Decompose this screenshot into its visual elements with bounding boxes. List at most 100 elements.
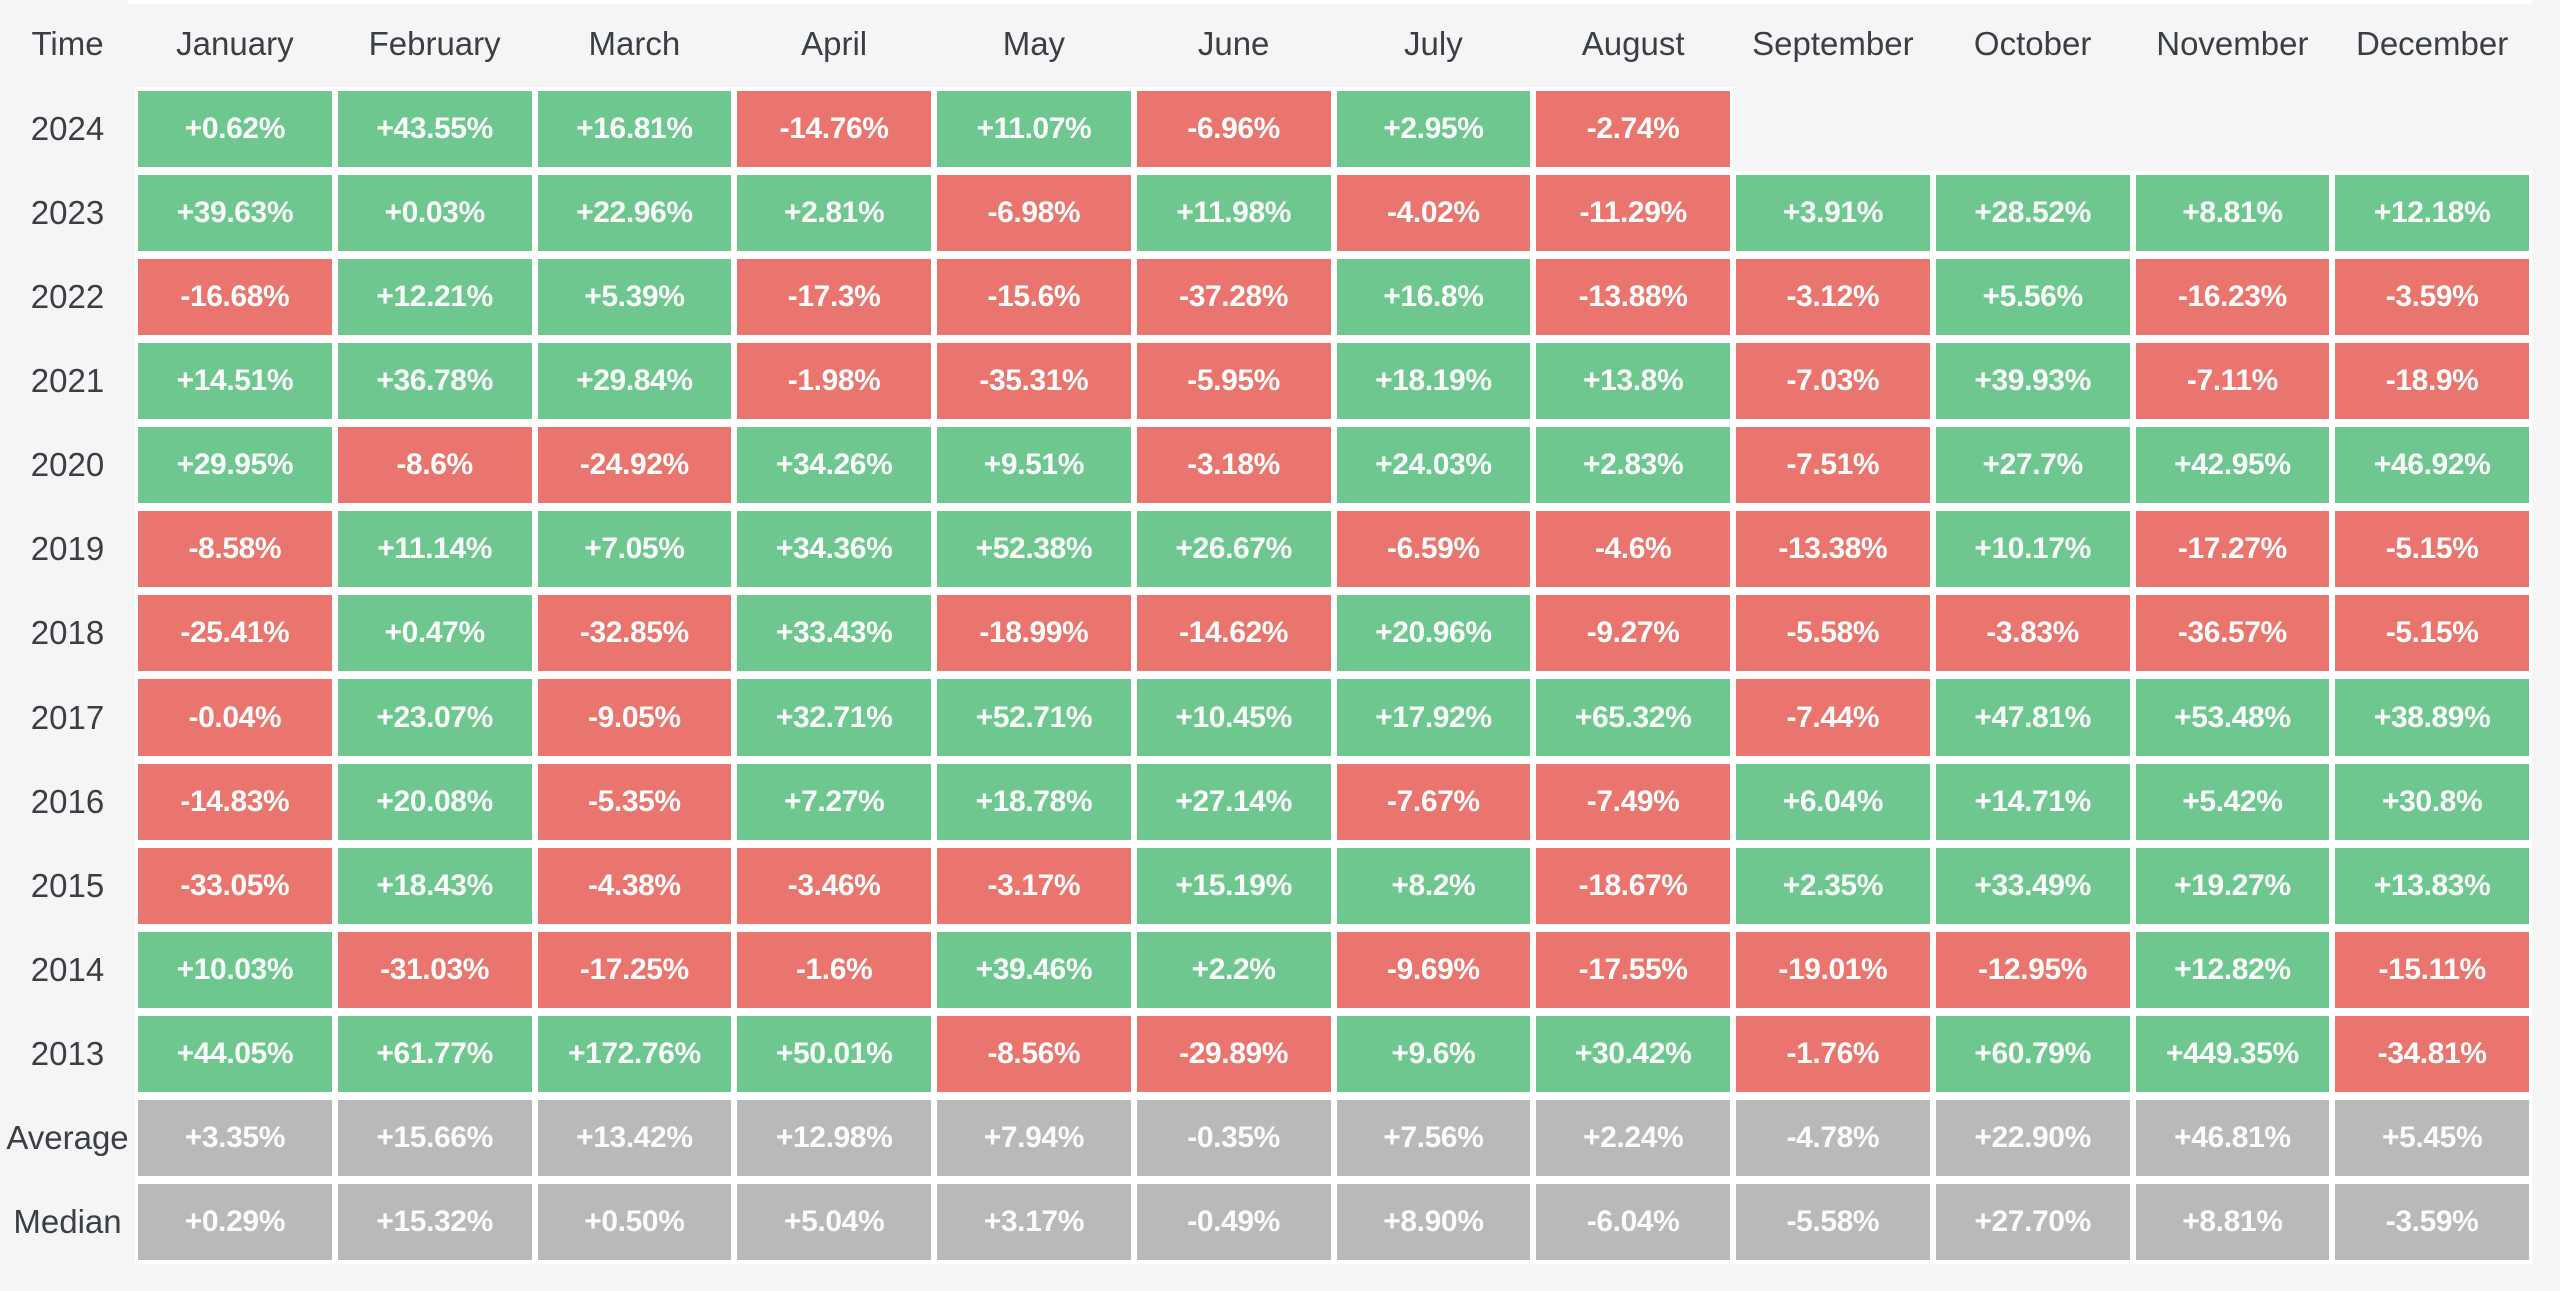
return-value: -8.56% bbox=[987, 1036, 1081, 1070]
return-cell: -4.78% bbox=[1733, 1095, 1933, 1180]
return-cell: +61.77% bbox=[334, 1011, 535, 1096]
return-cell: -14.76% bbox=[734, 87, 934, 172]
return-value: +16.8% bbox=[1383, 280, 1484, 314]
return-value: -16.68% bbox=[180, 280, 290, 314]
return-value: -29.89% bbox=[1179, 1036, 1289, 1070]
return-cell: +5.45% bbox=[2332, 1095, 2532, 1180]
return-cell: +24.03% bbox=[1333, 423, 1534, 508]
return-value: -3.59% bbox=[2385, 1204, 2479, 1238]
return-cell: -5.58% bbox=[1733, 591, 1933, 676]
return-value: +9.6% bbox=[1391, 1036, 1476, 1070]
return-cell: +15.66% bbox=[334, 1095, 535, 1180]
return-value: -18.99% bbox=[979, 616, 1089, 650]
return-value: +7.05% bbox=[584, 532, 685, 566]
return-value: -12.95% bbox=[1978, 952, 2088, 986]
return-cell: -9.27% bbox=[1533, 591, 1733, 676]
return-value: -3.59% bbox=[2385, 280, 2479, 314]
return-cell: -37.28% bbox=[1133, 255, 1334, 340]
return-cell-empty bbox=[1933, 87, 2133, 171]
return-cell: -13.88% bbox=[1533, 255, 1733, 340]
return-value: +32.71% bbox=[775, 700, 893, 734]
return-value: +0.03% bbox=[384, 196, 486, 230]
return-cell: +9.6% bbox=[1333, 1011, 1534, 1096]
return-value: +38.89% bbox=[2373, 700, 2491, 734]
return-value: +0.47% bbox=[384, 616, 486, 650]
return-cell: +39.46% bbox=[934, 927, 1134, 1012]
column-header-april: April bbox=[801, 24, 868, 62]
return-cell: +2.83% bbox=[1533, 423, 1733, 508]
return-cell: -0.04% bbox=[135, 675, 335, 760]
return-value: -3.12% bbox=[1786, 280, 1880, 314]
return-value: -17.25% bbox=[579, 952, 689, 986]
return-value: +18.78% bbox=[975, 784, 1093, 818]
return-value: +10.03% bbox=[176, 952, 294, 986]
return-value: -13.38% bbox=[1778, 532, 1888, 566]
row-label-2019: 2019 bbox=[30, 530, 105, 568]
return-cell: +7.56% bbox=[1333, 1095, 1534, 1180]
return-cell: -9.69% bbox=[1333, 927, 1534, 1012]
return-value: -0.35% bbox=[1187, 1120, 1280, 1154]
return-cell: -14.83% bbox=[135, 759, 335, 844]
return-value: +15.19% bbox=[1175, 868, 1292, 902]
return-value: +39.63% bbox=[176, 196, 294, 230]
return-cell: -3.59% bbox=[2332, 1179, 2532, 1264]
return-cell: +14.51% bbox=[135, 339, 335, 424]
return-value: +7.56% bbox=[1383, 1120, 1484, 1154]
return-value: +20.08% bbox=[376, 784, 493, 818]
row-label-2015: 2015 bbox=[30, 866, 105, 904]
return-value: +2.81% bbox=[784, 196, 885, 230]
return-cell: +22.96% bbox=[534, 171, 735, 256]
return-value: +2.35% bbox=[1782, 868, 1884, 902]
return-value: +2.83% bbox=[1583, 448, 1684, 482]
return-cell: -7.44% bbox=[1733, 675, 1933, 760]
return-cell: -32.85% bbox=[534, 591, 735, 676]
return-value: -31.03% bbox=[380, 952, 490, 986]
return-cell: +17.92% bbox=[1333, 675, 1534, 760]
return-cell: +27.14% bbox=[1133, 759, 1334, 844]
return-value: +34.36% bbox=[775, 532, 893, 566]
return-value: +18.43% bbox=[376, 868, 493, 902]
return-cell: -3.46% bbox=[734, 843, 934, 928]
return-value: -3.18% bbox=[1187, 448, 1280, 482]
return-cell: +34.36% bbox=[734, 507, 934, 592]
return-value: +11.14% bbox=[377, 532, 493, 566]
return-value: +24.03% bbox=[1375, 448, 1492, 482]
return-value: +12.82% bbox=[2174, 952, 2291, 986]
return-value: -6.96% bbox=[1187, 112, 1280, 146]
return-cell: -1.98% bbox=[734, 339, 934, 424]
return-cell: +3.35% bbox=[135, 1095, 335, 1180]
return-value: +10.17% bbox=[1974, 532, 2091, 566]
return-cell: +7.27% bbox=[734, 759, 934, 844]
return-value: -24.92% bbox=[579, 448, 689, 482]
return-value: +13.42% bbox=[576, 1120, 693, 1154]
return-value: +8.81% bbox=[2182, 1204, 2283, 1238]
return-cell: +8.2% bbox=[1333, 843, 1534, 928]
return-cell: +14.71% bbox=[1932, 759, 2133, 844]
return-value: -14.83% bbox=[180, 784, 290, 818]
return-cell: -24.92% bbox=[534, 423, 735, 508]
return-value: -1.98% bbox=[787, 364, 881, 398]
return-cell: +7.94% bbox=[934, 1095, 1134, 1180]
return-cell: -16.68% bbox=[135, 255, 335, 340]
column-header-february: February bbox=[368, 24, 501, 62]
return-cell: +20.96% bbox=[1333, 591, 1534, 676]
return-value: +5.56% bbox=[1982, 280, 2084, 314]
return-cell: -34.81% bbox=[2332, 1011, 2532, 1096]
column-header-january: January bbox=[176, 24, 294, 62]
return-cell: +53.48% bbox=[2132, 675, 2333, 760]
return-value: +19.27% bbox=[2174, 868, 2291, 902]
return-value: +26.67% bbox=[1175, 532, 1292, 566]
top-edge-strip bbox=[128, 0, 2532, 4]
return-cell: -4.02% bbox=[1333, 171, 1534, 256]
return-cell: +39.93% bbox=[1932, 339, 2133, 424]
return-cell: -3.83% bbox=[1932, 591, 2133, 676]
return-cell: +52.38% bbox=[934, 507, 1134, 592]
return-cell: +60.79% bbox=[1932, 1011, 2133, 1096]
row-label-2024: 2024 bbox=[30, 110, 105, 148]
row-label-2016: 2016 bbox=[30, 782, 105, 820]
return-value: -18.9% bbox=[2385, 364, 2479, 398]
return-cell: +8.90% bbox=[1333, 1179, 1534, 1264]
return-cell-empty bbox=[1733, 87, 1933, 171]
return-cell: +7.05% bbox=[534, 507, 735, 592]
